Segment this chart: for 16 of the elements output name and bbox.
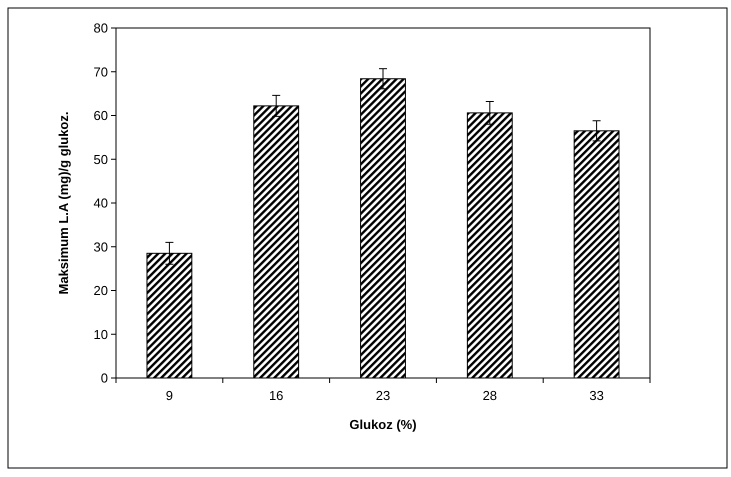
y-tick-label: 10 <box>94 326 108 342</box>
x-tick-label: 16 <box>268 388 284 403</box>
x-tick-label: 9 <box>166 388 174 403</box>
x-axis-title: Glukoz (%) <box>349 417 417 432</box>
y-tick-label: 20 <box>94 283 108 298</box>
x-tick-label: 28 <box>482 388 498 403</box>
x-tick-label: 23 <box>376 388 390 403</box>
y-tick-label: 40 <box>94 196 108 211</box>
x-tick-label: 33 <box>589 388 604 403</box>
y-tick-label: 0 <box>100 370 108 386</box>
y-tick-label: 60 <box>94 108 108 124</box>
y-tick-label: 50 <box>94 152 108 167</box>
y-tick-label: 70 <box>94 64 108 80</box>
y-tick-label: 80 <box>94 20 108 36</box>
y-axis-title: Maksimum L.A (mg)/g glukoz. <box>56 112 71 294</box>
y-tick-label: 30 <box>94 239 108 254</box>
